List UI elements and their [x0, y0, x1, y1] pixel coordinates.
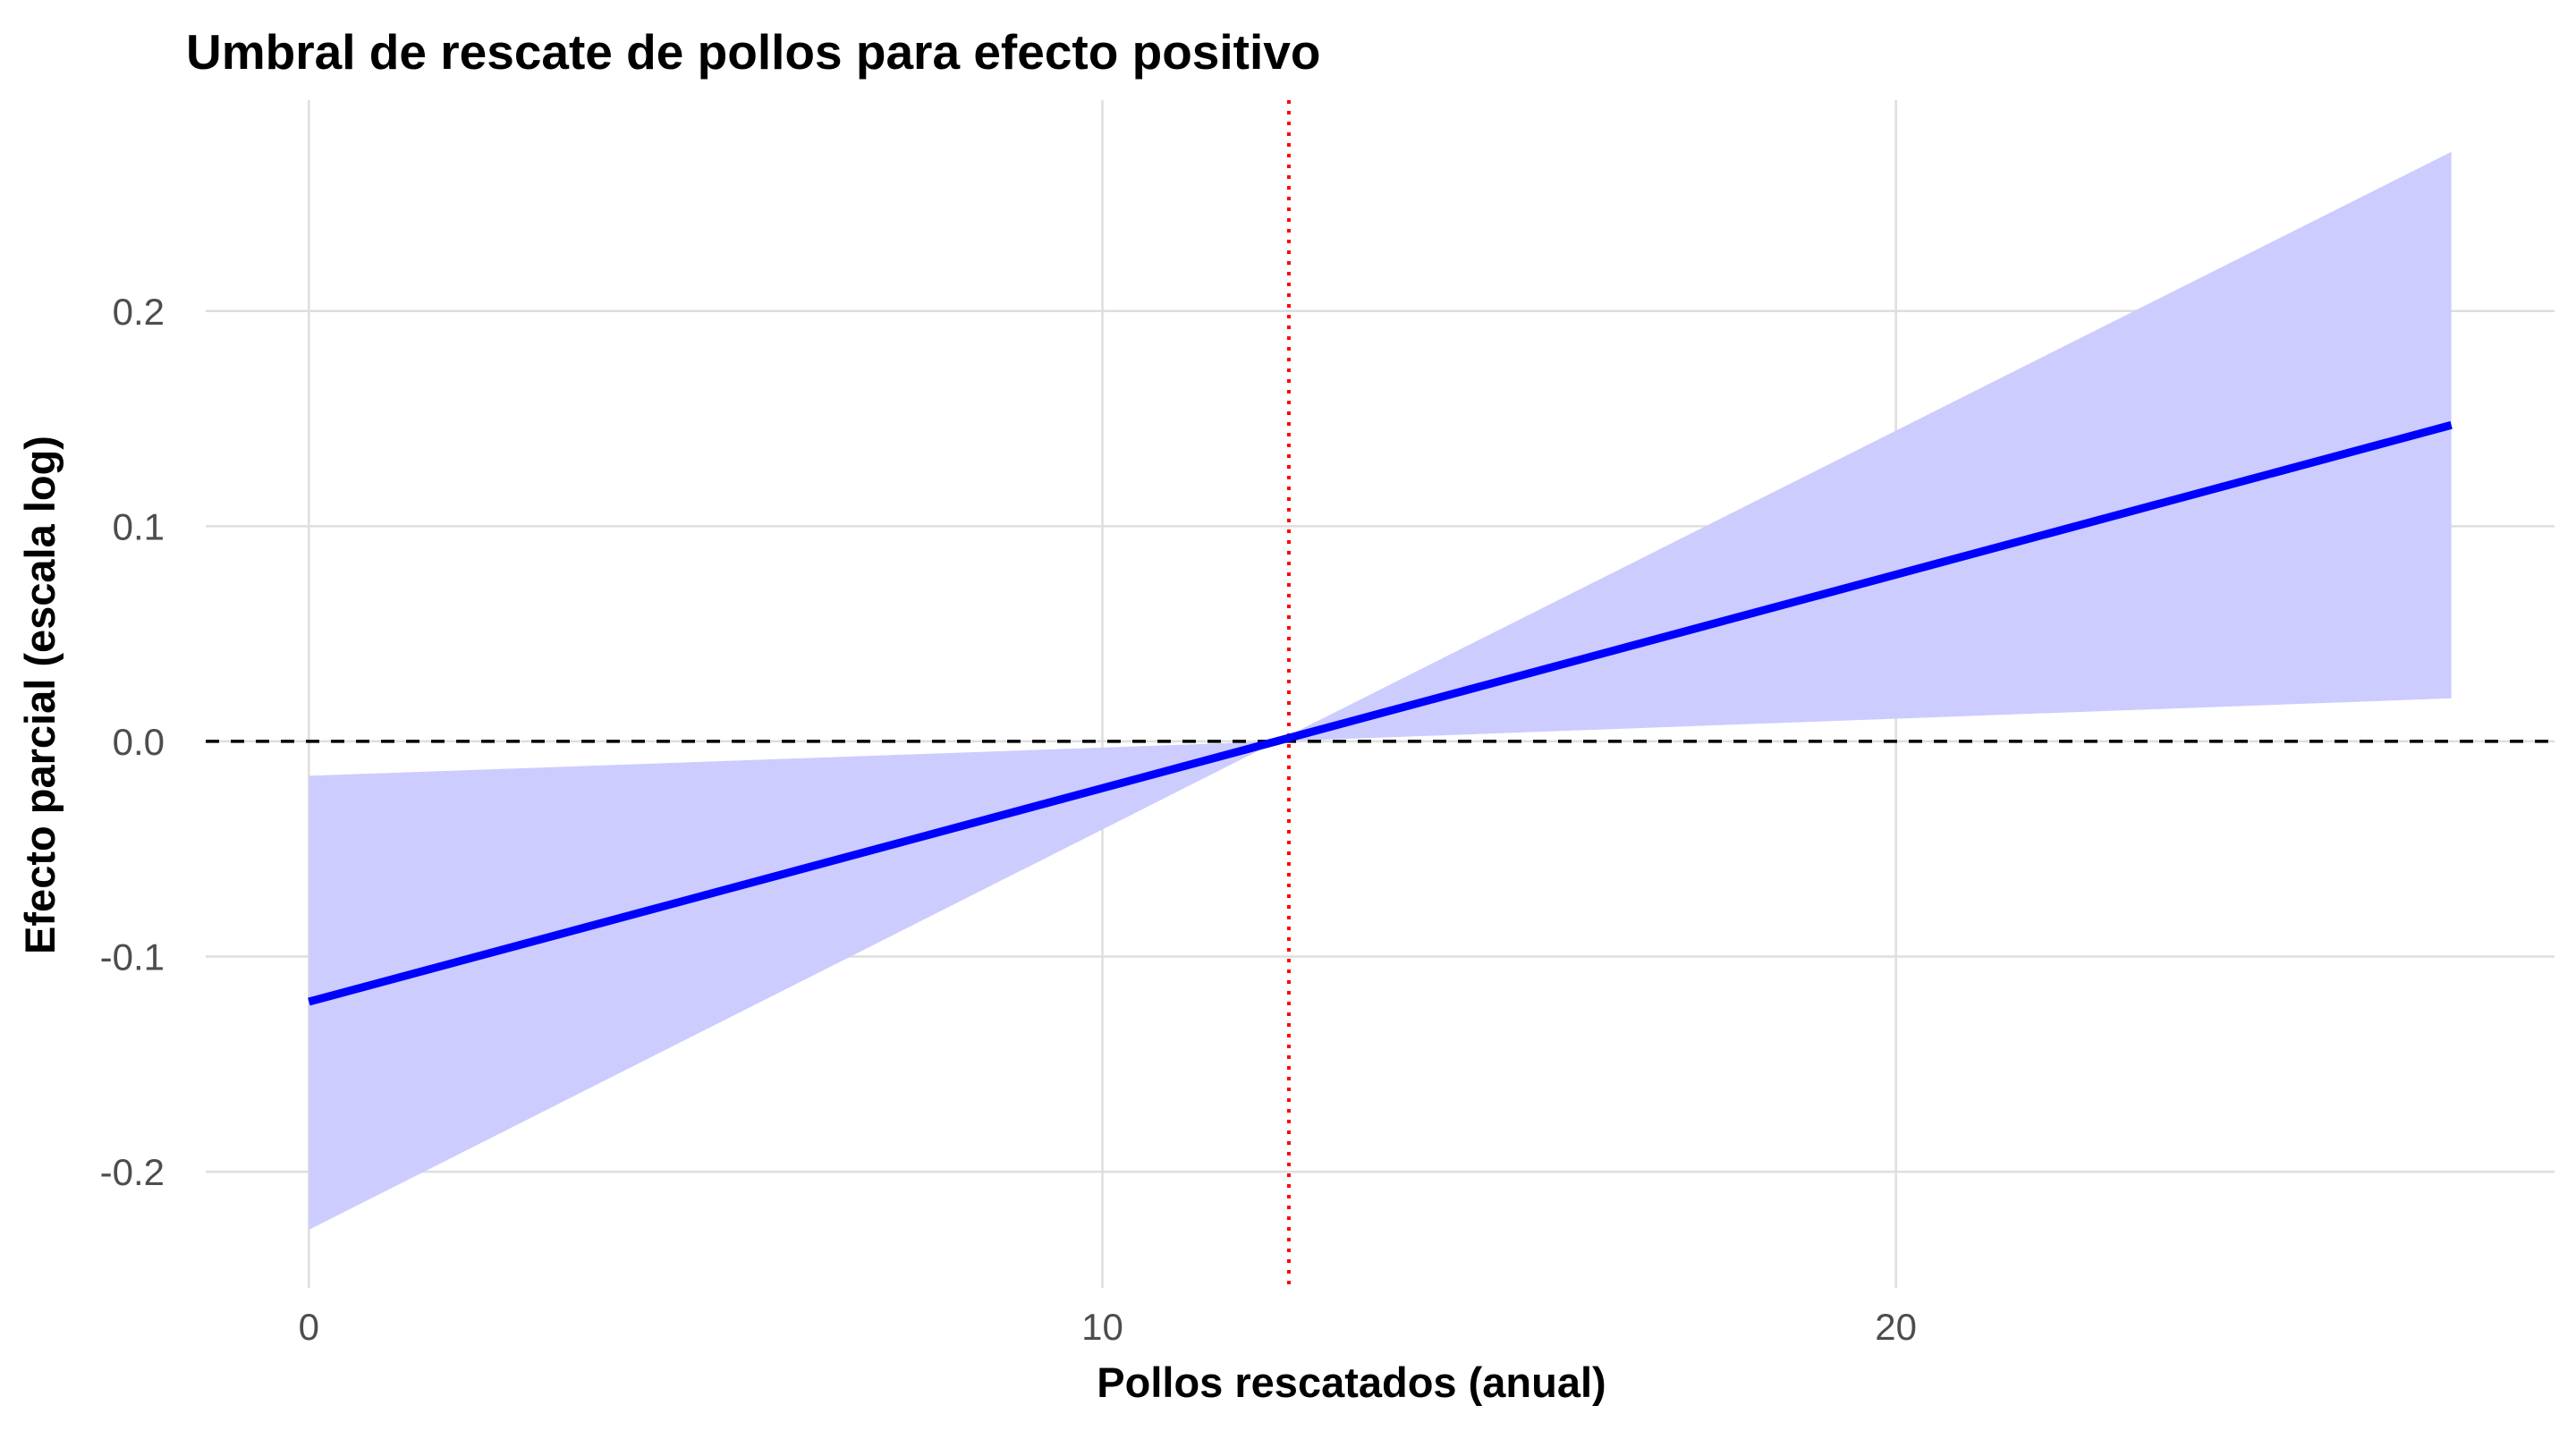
y-tick-label: 0.0 [113, 721, 165, 763]
reference-lines [206, 100, 2555, 1288]
series-line-0 [308, 420, 2453, 1006]
x-axis-title: Pollos rescatados (anual) [1097, 1359, 1606, 1406]
chart-title: Umbral de rescate de pollos para efecto … [186, 24, 1320, 80]
y-axis-title: Efecto parcial (escala log) [16, 436, 64, 954]
confidence-band [309, 151, 2452, 1231]
x-tick-label: 20 [1875, 1306, 1917, 1348]
x-tick-label: 0 [299, 1306, 319, 1348]
y-tick-label: -0.1 [100, 936, 165, 978]
x-tick-labels: 0 10 20 [299, 1306, 1917, 1348]
y-tick-label: 0.1 [113, 505, 165, 547]
y-tick-label: 0.2 [113, 291, 165, 333]
series [308, 420, 2453, 1006]
confidence-band-area [309, 151, 2452, 1231]
y-tick-label: -0.2 [100, 1151, 165, 1193]
x-tick-label: 10 [1081, 1306, 1123, 1348]
y-tick-labels: -0.2 -0.1 0.0 0.1 0.2 [100, 291, 165, 1193]
